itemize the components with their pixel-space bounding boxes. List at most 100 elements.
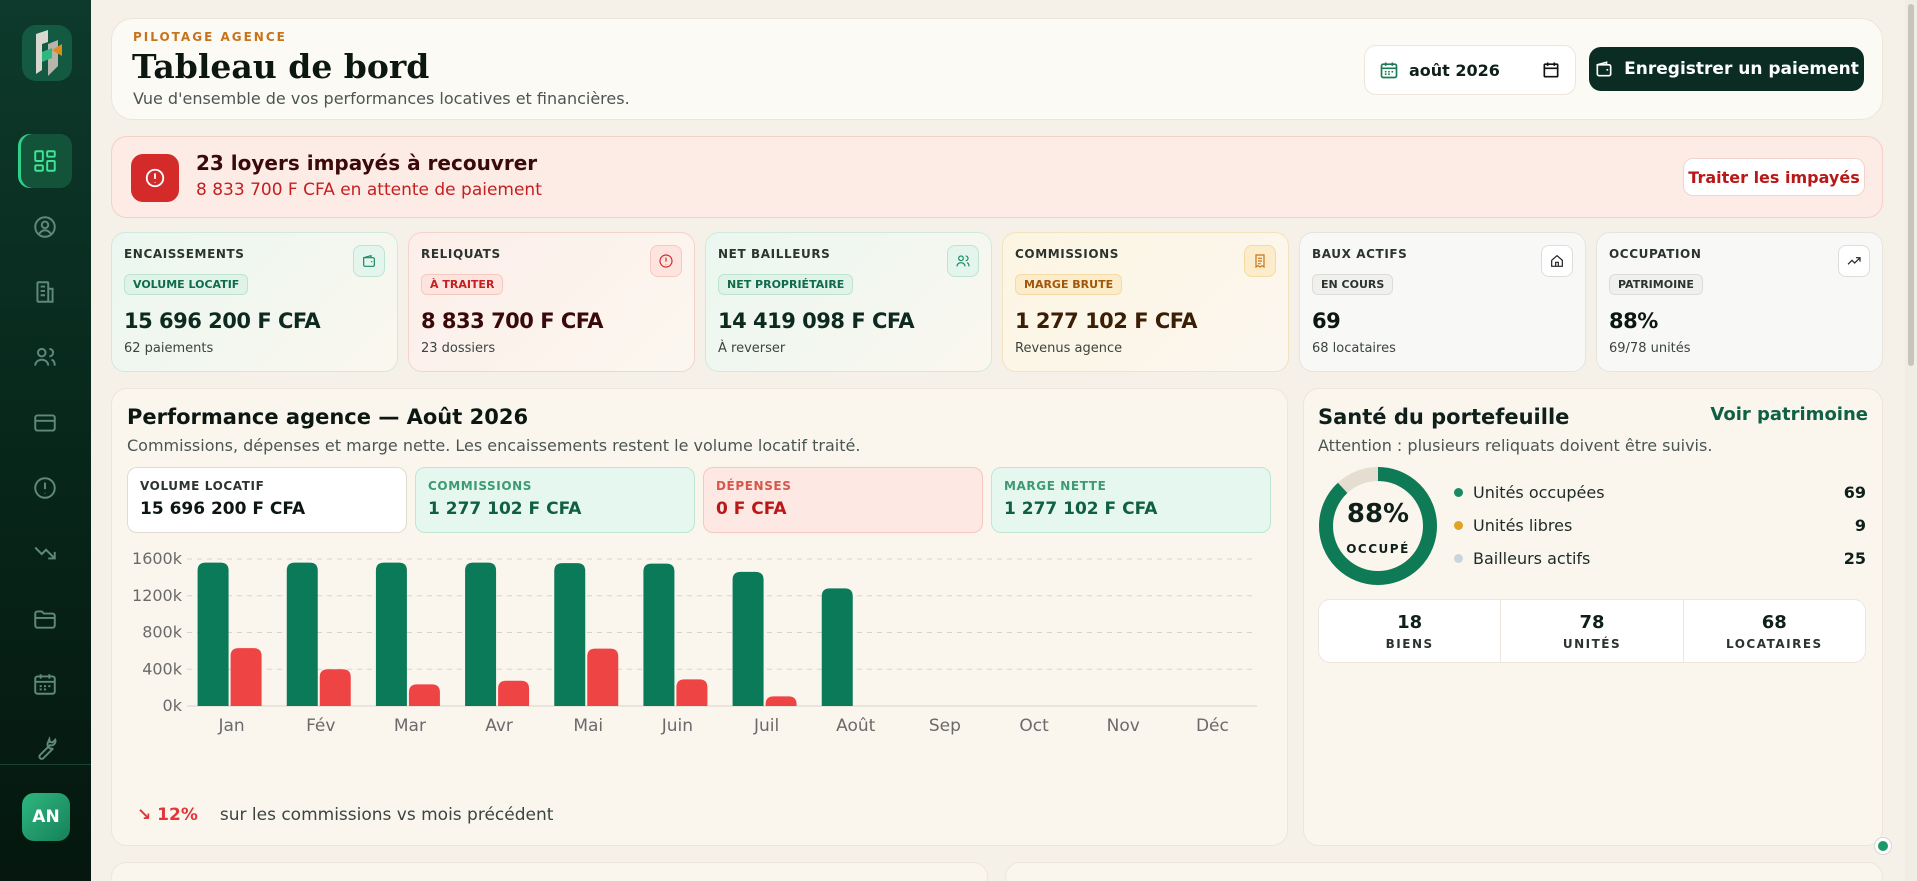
sidebar-item-tenants[interactable]	[18, 330, 72, 384]
user-icon	[34, 216, 56, 238]
sidebar-item-buildings[interactable]	[18, 265, 72, 319]
receipt-icon	[1244, 245, 1276, 277]
scrollbar-thumb[interactable]	[1908, 4, 1914, 366]
sidebar-item-dashboard[interactable]	[18, 134, 72, 188]
kpi-label: ENCAISSEMENTS	[124, 247, 245, 261]
sidebar-item-payments[interactable]	[18, 396, 72, 450]
y-tick-label: 800k	[142, 623, 183, 642]
portfolio-stats: 18 BIENS 78 UNITÉS 68 LOCATAIRES	[1318, 599, 1866, 663]
x-tick-label: Jan	[217, 716, 244, 736]
bar	[375, 562, 407, 706]
kpi-card-baux-actifs[interactable]: BAUX ACTIFS EN COURS 69 68 locataires	[1299, 232, 1586, 372]
metric-value: 1 277 102 F CFA	[1004, 499, 1158, 519]
bar	[765, 696, 797, 706]
kpi-card-commissions[interactable]: COMMISSIONS MARGE BRUTE 1 277 102 F CFA …	[1002, 232, 1289, 372]
stat-biens: 18 BIENS	[1319, 600, 1502, 662]
kpi-card-net-bailleurs[interactable]: NET BAILLEURS NET PROPRIÉTAIRE 14 419 09…	[705, 232, 992, 372]
kpi-sub: 68 locataires	[1312, 341, 1396, 356]
kpi-value: 1 277 102 F CFA	[1015, 309, 1197, 333]
kpi-badge: NET PROPRIÉTAIRE	[718, 274, 854, 295]
metric-value: 15 696 200 F CFA	[140, 499, 306, 519]
legend-landlords: Bailleurs actifs 25	[1454, 549, 1866, 568]
page-title: Tableau de bord	[132, 47, 430, 86]
scrollbar[interactable]	[1905, 0, 1917, 881]
month-picker[interactable]: août 2026	[1364, 45, 1576, 95]
sidebar-item-profile[interactable]	[18, 200, 72, 254]
status-dot[interactable]	[1875, 838, 1891, 854]
kpi-value: 15 696 200 F CFA	[124, 309, 321, 333]
alert-subtitle: 8 833 700 F CFA en attente de paiement	[196, 180, 542, 200]
wallet-icon	[353, 245, 385, 277]
sidebar-item-settings[interactable]	[18, 722, 72, 776]
building-icon	[36, 281, 54, 303]
stat-value: 18	[1397, 612, 1423, 633]
kpi-value: 14 419 098 F CFA	[718, 309, 915, 333]
x-tick-label: Juin	[661, 716, 693, 736]
kpi-badge: MARGE BRUTE	[1015, 274, 1123, 295]
legend-dot	[1454, 554, 1463, 563]
legend-value: 25	[1843, 549, 1866, 568]
kpi-label: NET BAILLEURS	[718, 247, 831, 261]
month-picker-value: août 2026	[1409, 60, 1500, 80]
performance-card: Performance agence — Août 2026 Commissio…	[111, 388, 1288, 846]
process-unpaid-button[interactable]: Traiter les impayés	[1683, 158, 1865, 196]
kpi-badge: VOLUME LOCATIF	[124, 274, 249, 295]
legend-occupied: Unités occupées 69	[1454, 483, 1866, 502]
x-tick-label: Avr	[485, 716, 513, 736]
kpi-sub: 69/78 unités	[1609, 341, 1691, 356]
legend-value: 69	[1843, 483, 1866, 502]
kpi-card-occupation[interactable]: OCCUPATION PATRIMOINE 88% 69/78 unités	[1596, 232, 1883, 372]
x-tick-label: Mar	[394, 716, 426, 736]
sidebar-divider	[0, 764, 91, 765]
stat-label: BIENS	[1385, 637, 1434, 651]
kpi-sub: À reverser	[718, 341, 786, 356]
kpi-badge: À TRAITER	[421, 274, 504, 295]
metric-value: 1 277 102 F CFA	[428, 499, 582, 519]
kpi-label: OCCUPATION	[1609, 247, 1702, 261]
bar	[554, 563, 586, 706]
stat-value: 78	[1579, 612, 1605, 633]
bar	[498, 680, 530, 706]
view-patrimony-link[interactable]: Voir patrimoine	[1710, 404, 1868, 425]
kpi-value: 69	[1312, 309, 1341, 333]
portfolio-card: Santé du portefeuille Voir patrimoine At…	[1303, 388, 1883, 846]
record-payment-label: Enregistrer un paiement	[1624, 59, 1859, 79]
stat-label: LOCATAIRES	[1725, 637, 1823, 651]
folder-icon	[34, 610, 56, 629]
occupancy-label: OCCUPÉ	[1346, 542, 1410, 556]
sidebar: AN	[0, 0, 91, 881]
bar	[587, 648, 619, 706]
page-subtitle: Vue d'ensemble de vos performances locat…	[133, 89, 630, 108]
users-icon	[34, 347, 56, 366]
app-logo[interactable]	[22, 25, 72, 81]
sidebar-item-expenses[interactable]	[18, 526, 72, 580]
sidebar-item-alerts[interactable]	[18, 461, 72, 515]
kpi-sub: 62 paiements	[124, 341, 214, 356]
kpi-label: BAUX ACTIFS	[1312, 247, 1408, 261]
alert-icon	[131, 154, 179, 202]
kpi-card-encaissements[interactable]: ENCAISSEMENTS VOLUME LOCATIF 15 696 200 …	[111, 232, 398, 372]
bar	[408, 684, 440, 706]
bar	[465, 562, 497, 706]
calendar-picker-icon[interactable]	[1541, 60, 1561, 80]
kpi-card-reliquats[interactable]: RELIQUATS À TRAITER 8 833 700 F CFA 23 d…	[408, 232, 695, 372]
sidebar-item-calendar[interactable]	[18, 657, 72, 711]
x-tick-label: Août	[836, 716, 876, 736]
record-payment-button[interactable]: Enregistrer un paiement	[1589, 47, 1864, 91]
metric-volume-locatif: VOLUME LOCATIF 15 696 200 F CFA	[127, 467, 407, 533]
legend-free: Unités libres 9	[1454, 516, 1866, 535]
delta-text: sur les commissions vs mois précédent	[219, 805, 554, 825]
y-tick-label: 400k	[142, 659, 183, 678]
y-tick-label: 1200k	[132, 586, 183, 605]
header-eyebrow: PILOTAGE AGENCE	[133, 30, 287, 44]
trend-down-icon	[34, 546, 56, 560]
calendar-icon	[1380, 62, 1398, 79]
legend-name: Unités occupées	[1473, 483, 1605, 502]
wrench-icon	[38, 736, 57, 760]
unpaid-alert: 23 loyers impayés à recouvrer 8 833 700 …	[111, 136, 1883, 218]
bar	[732, 571, 764, 706]
kpi-badge: PATRIMOINE	[1609, 274, 1703, 295]
avatar[interactable]: AN	[22, 793, 70, 841]
sidebar-item-documents[interactable]	[18, 592, 72, 646]
legend-value: 9	[1854, 516, 1866, 535]
